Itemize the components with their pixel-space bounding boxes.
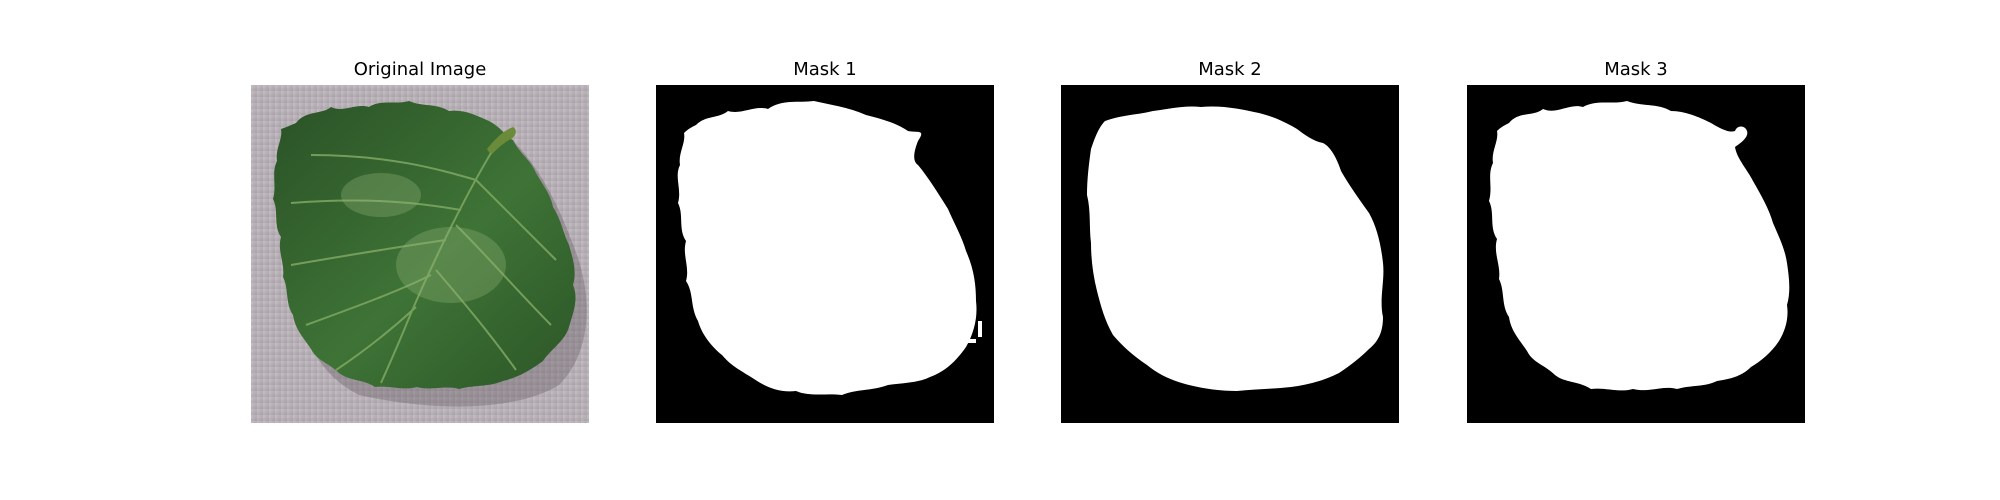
panel-title: Mask 1: [793, 59, 857, 80]
panel-mask-1: Mask 1: [656, 0, 994, 500]
leaf-blade: [273, 101, 576, 389]
panel-title: Mask 2: [1198, 59, 1262, 80]
mask-specks: [960, 321, 982, 347]
leaf-mask: [1061, 85, 1399, 423]
mask-foreground: [1489, 101, 1790, 391]
panel-mask-2: Mask 2: [1061, 0, 1399, 500]
mask-foreground: [677, 101, 977, 395]
panel-title: Mask 3: [1604, 59, 1668, 80]
leaf-veins: [290, 152, 557, 384]
mask-foreground: [1087, 106, 1384, 392]
leaf-photo: [251, 85, 589, 423]
leaf-mask: [656, 85, 994, 423]
panel-mask-3: Mask 3: [1467, 0, 1805, 500]
panel-original-image: Original Image: [251, 0, 589, 500]
panel-title: Original Image: [353, 59, 487, 80]
leaf-mask: [1467, 85, 1805, 423]
leaf-highlights: [341, 173, 506, 303]
leaf-stem: [487, 127, 516, 155]
